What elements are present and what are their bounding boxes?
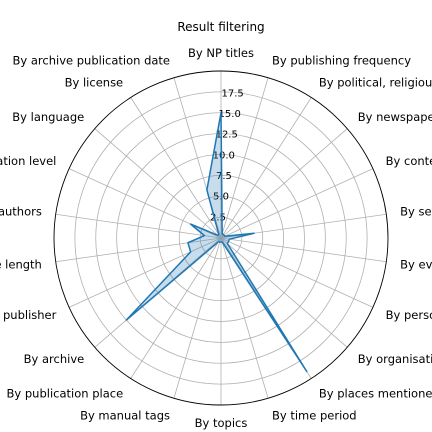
r-tick-label-3: 10.0 xyxy=(213,150,235,161)
category-label-14: By archive xyxy=(24,352,85,366)
grid-spoke-17 xyxy=(55,213,222,239)
grid-spoke-13 xyxy=(130,237,222,379)
category-label-13: By publication place xyxy=(7,387,124,401)
grid-spoke-20 xyxy=(130,97,222,239)
grid-spoke-16 xyxy=(55,237,222,263)
polar-frame xyxy=(53,70,389,406)
grid-spoke-1 xyxy=(220,77,269,239)
category-label-11: By topics xyxy=(195,416,248,430)
category-label-9: By places mentioned in text xyxy=(319,387,432,401)
category-label-7: By persons xyxy=(386,308,432,322)
series-area xyxy=(126,112,307,372)
category-labels: By NP titles By publishing frequency By po… xyxy=(0,46,432,430)
grid-spoke-12 xyxy=(173,237,222,399)
r-tick-label-6: 17.5 xyxy=(222,88,244,99)
category-label-20: By license xyxy=(65,75,124,89)
r-tick-label-0: 2.5 xyxy=(210,212,226,223)
r-tick-label-4: 12.5 xyxy=(216,130,238,141)
category-label-21: By archive publication date xyxy=(13,53,170,67)
category-label-8: By organisations xyxy=(358,352,432,366)
grid-spoke-19 xyxy=(94,128,222,239)
chart-title: Result filtering xyxy=(177,20,264,34)
grid-spoke-8 xyxy=(220,237,348,348)
data-series xyxy=(125,112,308,373)
category-label-6: By events xyxy=(400,257,432,271)
category-label-12: By manual tags xyxy=(80,409,170,423)
grid-spoke-15 xyxy=(68,237,222,308)
grid-spoke-4 xyxy=(220,168,374,239)
category-label-10: By time period xyxy=(272,409,357,423)
radial-grid xyxy=(53,70,389,406)
category-label-1: By publishing frequency xyxy=(272,53,411,67)
category-label-3: By newspaper thematic (metadata) xyxy=(358,110,432,124)
category-label-17: By authors xyxy=(0,205,42,219)
grid-spoke-7 xyxy=(220,237,374,308)
category-label-5: By sections/rubriques xyxy=(400,205,432,219)
grid-spoke-10 xyxy=(220,237,269,399)
r-tick-label-1: 5.0 xyxy=(213,192,229,203)
category-label-4: By content types xyxy=(386,154,432,168)
r-tick-label-5: 15.0 xyxy=(219,109,241,120)
category-label-16: By article length xyxy=(0,257,42,271)
r-tick-label-2: 7.5 xyxy=(216,171,232,182)
grid-spoke-3 xyxy=(220,128,348,239)
radial-tick-labels: 2.5 5.0 7.5 10.0 12.5 15.0 17.5 xyxy=(210,88,244,223)
category-label-2: By political, religious, ... orientation… xyxy=(319,75,432,89)
grid-spoke-6 xyxy=(220,237,387,263)
category-label-0: By NP titles xyxy=(188,46,254,60)
category-label-19: By language xyxy=(12,110,84,124)
grid-spoke-2 xyxy=(220,97,312,239)
category-label-18: By segmentation level xyxy=(0,154,56,168)
series-line xyxy=(125,112,308,373)
category-label-15: By publisher xyxy=(0,308,57,322)
